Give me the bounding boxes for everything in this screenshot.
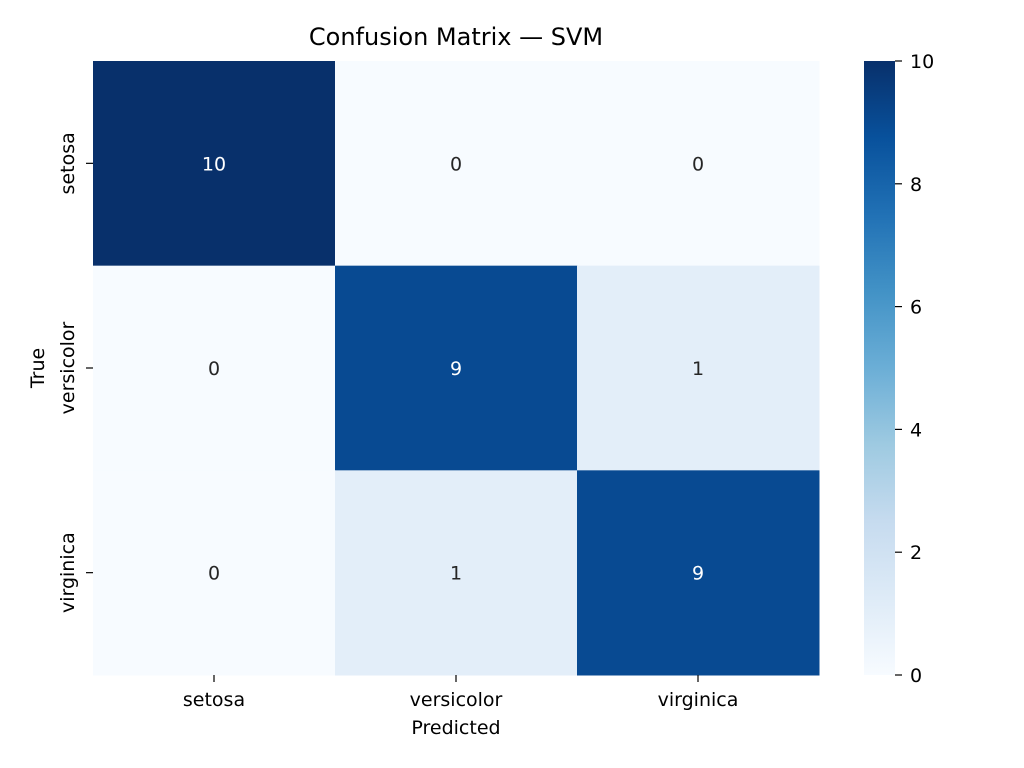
colorbar-tick-label: 10: [910, 51, 934, 73]
colorbar: [864, 61, 895, 675]
heatmap-cell: [93, 61, 336, 267]
heatmap-cell: [335, 470, 578, 676]
y-tick-label: setosa: [57, 132, 79, 194]
x-tick-label: versicolor: [410, 689, 503, 711]
y-axis-ticks: setosa versicolor virginica: [57, 132, 93, 613]
y-tick-label: virginica: [57, 532, 79, 613]
y-tick-label: versicolor: [57, 321, 79, 414]
cell-annotation: 1: [692, 358, 704, 380]
heatmap-cell: [93, 470, 336, 676]
cell-annotation: 9: [692, 563, 704, 585]
colorbar-tick-label: 6: [910, 297, 922, 319]
chart-title: Confusion Matrix — SVM: [309, 23, 603, 51]
x-axis-ticks: setosa versicolor virginica: [183, 675, 738, 711]
colorbar-tick-label: 4: [910, 419, 922, 441]
x-tick-label: setosa: [183, 689, 245, 711]
heatmap-cell: [577, 470, 820, 676]
y-axis-label: True: [27, 348, 49, 389]
cell-annotation: 0: [208, 358, 220, 380]
cell-annotation: 1: [450, 563, 462, 585]
colorbar-gradient: [864, 61, 895, 675]
colorbar-tick-label: 2: [910, 542, 922, 564]
cell-annotation: 0: [692, 153, 704, 175]
x-tick-label: virginica: [658, 689, 739, 711]
colorbar-tick-label: 8: [910, 174, 922, 196]
heatmap-cell: [577, 265, 820, 471]
cell-annotation: 0: [208, 563, 220, 585]
heatmap-annotations: 10 0 00 9 10 1 9: [202, 153, 704, 584]
x-axis-label: Predicted: [411, 717, 500, 739]
heatmap-cell: [335, 61, 578, 267]
cell-annotation: 10: [202, 153, 226, 175]
heatmap-cell: [93, 265, 336, 471]
heatmap-cell: [335, 265, 578, 471]
heatmap-cell: [577, 61, 820, 267]
heatmap-cells: [93, 61, 820, 676]
cell-annotation: 9: [450, 358, 462, 380]
cell-annotation: 0: [450, 153, 462, 175]
colorbar-tick-label: 0: [910, 665, 922, 687]
colorbar-ticks: 0 2 4 6 8 10: [895, 51, 934, 687]
